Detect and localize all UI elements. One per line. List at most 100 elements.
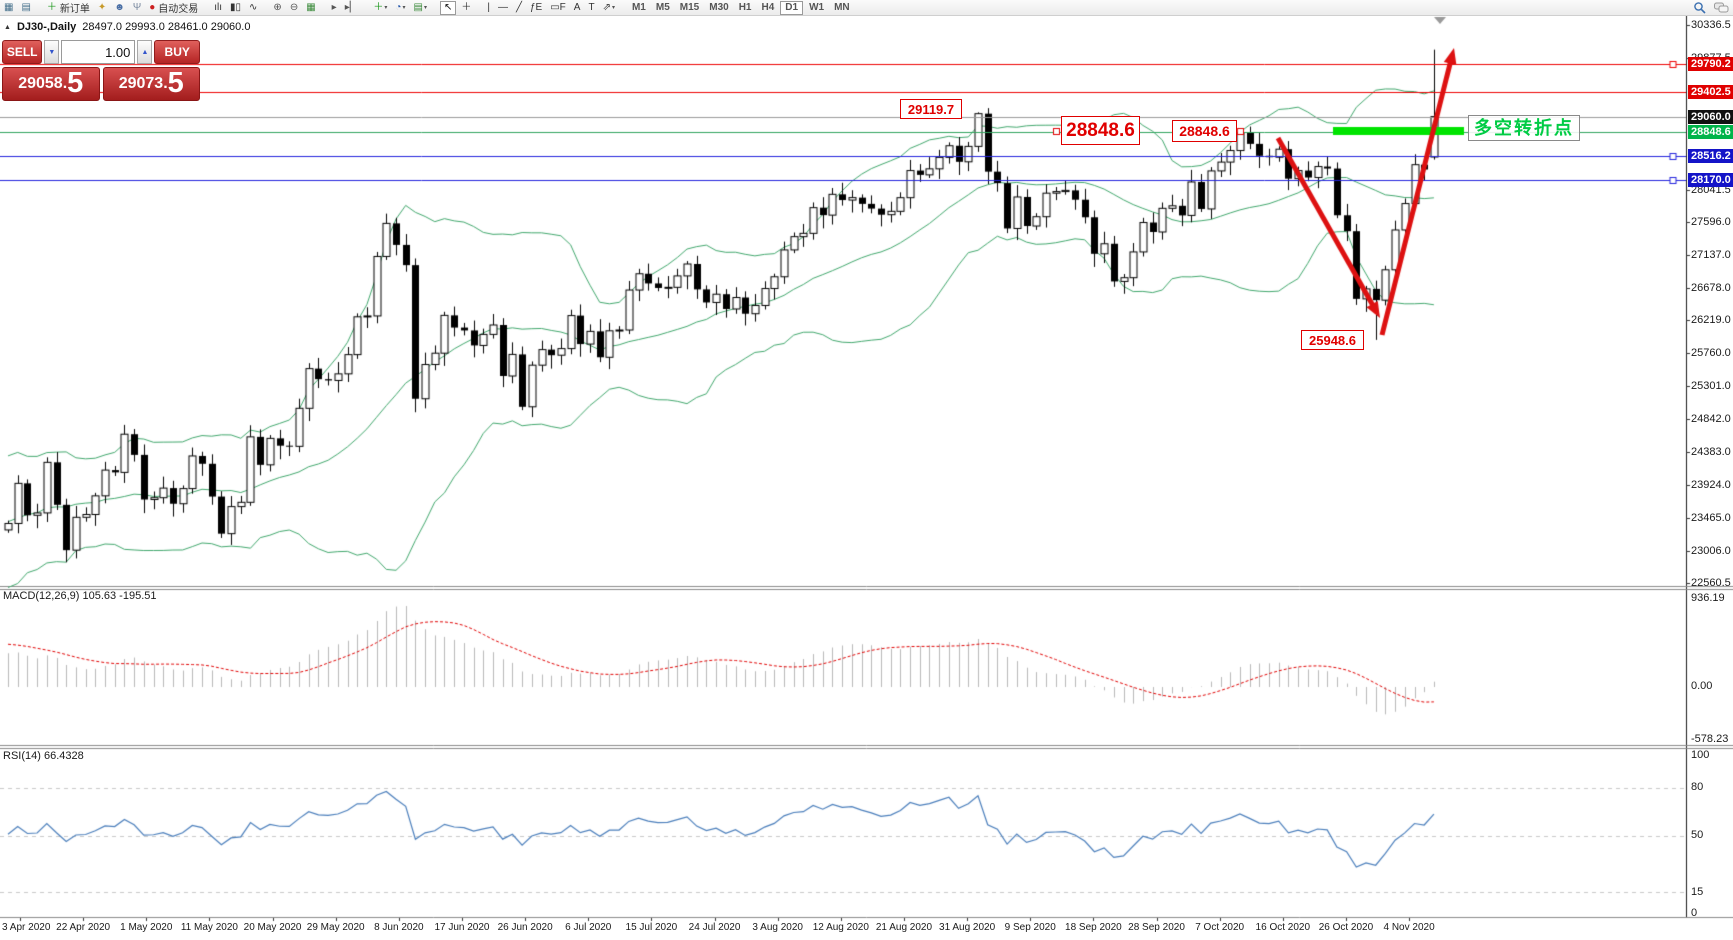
new-order-button[interactable]: ＋新订单 — [46, 2, 90, 15]
search-icon[interactable] — [1693, 1, 1706, 14]
timeframe-w1[interactable]: W1 — [809, 2, 825, 13]
price-tag-28848.6: 28848.6 — [1688, 124, 1733, 139]
price-tick: 24842.0 — [1691, 413, 1731, 426]
new-order-button-label: 新订单 — [59, 4, 90, 15]
autotrading-button-label: 自动交易 — [158, 4, 199, 15]
timeframe-d1[interactable]: D1 — [780, 0, 804, 15]
indicator-tick: 15 — [1691, 886, 1704, 898]
date-label: 4 Nov 2020 — [1383, 922, 1435, 933]
volume-down-button[interactable]: ▼ — [44, 40, 60, 64]
symbol-collapse-icon[interactable]: ▲ — [4, 23, 11, 31]
date-label: 20 May 2020 — [243, 922, 302, 933]
chat-icon[interactable] — [1714, 2, 1729, 14]
buy-price-main: 29073. — [118, 75, 168, 92]
date-label: 3 Aug 2020 — [752, 922, 803, 933]
indicator-tick: 0 — [1691, 907, 1698, 919]
bar-chart-mode-icon[interactable]: ılı — [214, 2, 223, 13]
text-icon[interactable]: A — [573, 2, 581, 13]
sell-price-main: 29058. — [18, 75, 68, 92]
line-chart-mode-icon[interactable]: ∿ — [249, 2, 258, 13]
chart-shift-icon[interactable]: ▸▏ — [344, 2, 358, 13]
profiles-icon[interactable]: ▤ — [21, 2, 31, 13]
indicator-tick: 100 — [1691, 749, 1710, 761]
volume-up-button[interactable]: ▲ — [137, 40, 153, 64]
zoom-in-icon[interactable]: ⊕ — [273, 2, 282, 13]
date-label: 26 Jun 2020 — [497, 922, 553, 933]
buy-price-box[interactable]: 29073. 5 — [102, 67, 200, 101]
price-label-28848-small[interactable]: 28848.6 — [1172, 120, 1237, 142]
arrows-icon-dropdown[interactable]: ▾ — [611, 5, 615, 11]
periods-icon[interactable]: ◔ ▾ — [395, 2, 406, 13]
crosshair-icon[interactable]: ＋ — [461, 2, 472, 13]
pivot-annotation[interactable]: 多空转折点 — [1468, 115, 1580, 141]
cursor-icon[interactable]: ↖ — [439, 0, 457, 15]
indicators-icon-dropdown[interactable]: ▾ — [384, 5, 388, 11]
auto-scroll-icon[interactable]: ▸ — [331, 2, 337, 13]
date-label: 11 May 2020 — [180, 922, 238, 933]
date-label: 17 Jun 2020 — [434, 922, 490, 933]
price-tag-29790.2: 29790.2 — [1688, 57, 1733, 72]
price-tag-28170.0: 28170.0 — [1688, 173, 1733, 188]
sell-button[interactable]: SELL — [2, 40, 43, 64]
date-label: 29 May 2020 — [306, 922, 365, 933]
symbol-name: DJ30-,Daily — [16, 21, 77, 33]
date-label: 3 Apr 2020 — [2, 922, 51, 933]
price-tick: 27137.0 — [1691, 248, 1731, 261]
indicator-tick: 0.00 — [1691, 680, 1713, 692]
price-tick: 23006.0 — [1691, 545, 1731, 558]
price-tick: 27596.0 — [1691, 215, 1731, 228]
timeframe-mn[interactable]: MN — [834, 2, 850, 13]
date-label: 24 Jul 2020 — [688, 922, 741, 933]
new-chart-icon[interactable]: ▦ — [4, 2, 14, 13]
templates-icon[interactable]: ▤ ▾ — [413, 2, 427, 13]
price-tick: 25760.0 — [1691, 347, 1731, 360]
arrows-icon[interactable]: ⇗ ▾ — [602, 2, 615, 13]
date-label: 7 Oct 2020 — [1195, 922, 1245, 933]
price-label-29119[interactable]: 29119.7 — [900, 99, 962, 119]
indicator-tick: 80 — [1691, 781, 1704, 793]
date-label: 9 Sep 2020 — [1004, 922, 1056, 933]
symbol-line: ▲ DJ30-,Daily 28497.0 29993.0 28461.0 29… — [4, 21, 250, 33]
fibonacci-icon[interactable]: ƒE — [529, 2, 543, 13]
zoom-out-icon[interactable]: ⊖ — [289, 2, 299, 13]
price-label-25948[interactable]: 25948.6 — [1301, 330, 1364, 350]
date-label: 16 Oct 2020 — [1255, 922, 1311, 933]
horizontal-line-icon[interactable]: — — [497, 2, 508, 13]
timeframe-h1[interactable]: H1 — [738, 2, 752, 13]
market-watch-icon[interactable]: ☻ — [114, 2, 125, 13]
date-label: 21 Aug 2020 — [875, 922, 933, 933]
text-label-icon[interactable]: T — [588, 2, 595, 13]
signals-icon[interactable]: Ψ — [132, 2, 142, 13]
price-tag-29060.0: 29060.0 — [1688, 109, 1733, 124]
templates-icon-dropdown[interactable]: ▾ — [423, 5, 427, 11]
autotrading-button[interactable]: ● 自动交易 — [149, 2, 199, 15]
indicator-tick: 936.19 — [1691, 592, 1725, 604]
timeframe-m1[interactable]: M1 — [631, 2, 646, 13]
timeframe-h4[interactable]: H4 — [761, 2, 775, 13]
trendline-icon[interactable]: ╱ — [515, 2, 522, 13]
symbol-ohlc: 28497.0 29993.0 28461.0 29060.0 — [82, 21, 251, 33]
indicators-icon[interactable]: ＋ ▾ — [373, 2, 388, 13]
timeframe-m5[interactable]: M5 — [655, 2, 670, 13]
sell-price-box[interactable]: 29058. 5 — [2, 67, 100, 101]
channel-icon[interactable]: ▭F — [550, 2, 566, 13]
vertical-line-icon[interactable]: | — [487, 2, 490, 13]
macd-label: MACD(12,26,9) 105.63 -195.51 — [3, 590, 157, 602]
timeframe-m30[interactable]: M30 — [709, 2, 729, 13]
volume-input[interactable] — [61, 40, 136, 64]
date-label: 15 Jul 2020 — [625, 922, 678, 933]
tile-windows-icon[interactable]: ▦ — [306, 2, 316, 13]
candlestick-mode-icon[interactable]: ▮▯ — [230, 2, 242, 13]
date-label: 22 Apr 2020 — [56, 922, 111, 933]
date-label: 28 Sep 2020 — [1128, 922, 1185, 933]
buy-button[interactable]: BUY — [154, 40, 200, 64]
price-label-28848-big[interactable]: 28848.6 — [1061, 116, 1140, 145]
date-label: 18 Sep 2020 — [1065, 922, 1122, 933]
periods-icon-dropdown[interactable]: ▾ — [402, 5, 406, 11]
price-tick: 26219.0 — [1691, 314, 1731, 327]
price-tick: 25301.0 — [1691, 380, 1731, 393]
alerts-icon[interactable]: ✦ — [97, 2, 107, 13]
timeframe-m15[interactable]: M15 — [679, 2, 700, 13]
